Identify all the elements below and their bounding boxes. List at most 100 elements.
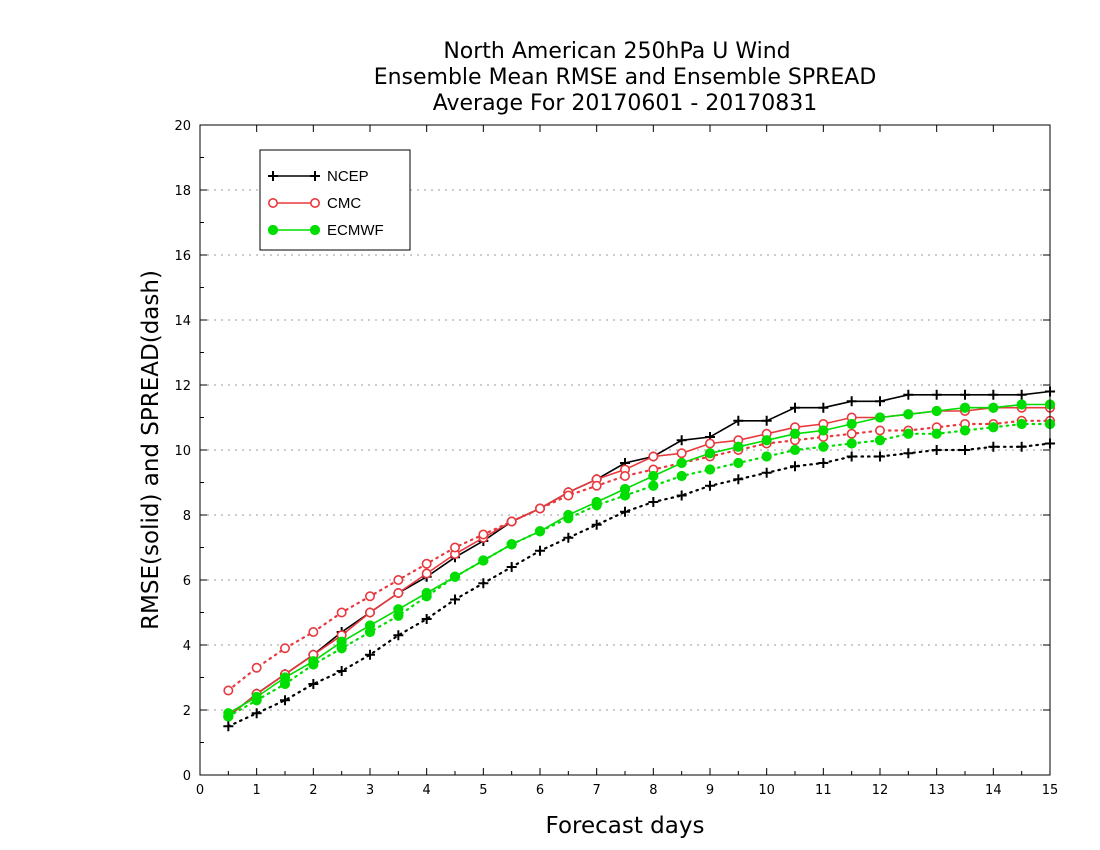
data-point	[761, 435, 772, 446]
data-point	[704, 438, 715, 449]
legend-item-ncep: NCEP	[268, 168, 369, 185]
data-point	[903, 448, 914, 459]
data-point	[988, 422, 999, 433]
data-point	[478, 529, 489, 540]
x-tick-label: 8	[649, 783, 657, 798]
legend-item-ecmwf: ECMWF	[267, 222, 384, 239]
data-point	[959, 425, 971, 436]
data-point	[421, 568, 432, 579]
legend-label: NCEP	[327, 168, 369, 185]
legend-label: ECMWF	[327, 222, 384, 239]
x-tick-label: 9	[706, 783, 714, 798]
legend: NCEP CMC ECMWF	[259, 149, 411, 251]
x-tick-label: 10	[758, 783, 775, 798]
data-point	[393, 610, 404, 621]
data-point	[364, 591, 375, 602]
y-tick-label: 8	[183, 509, 191, 524]
data-point	[393, 574, 404, 585]
data-point	[280, 695, 290, 706]
y-tick-label: 4	[183, 639, 191, 654]
data-point	[676, 490, 687, 501]
data-point	[251, 662, 262, 673]
data-point	[903, 428, 914, 439]
legend-items: NCEP CMC ECMWF	[267, 168, 384, 239]
data-point	[733, 415, 744, 426]
data-point	[761, 451, 772, 462]
x-tick-label: 1	[253, 783, 261, 798]
data-point	[421, 558, 432, 569]
y-tick-label: 12	[174, 379, 191, 394]
data-point	[1016, 389, 1027, 400]
data-point	[619, 490, 631, 501]
y-tick-label: 0	[183, 769, 191, 784]
data-point	[875, 451, 885, 462]
data-point	[903, 389, 914, 400]
series-cmc-spread	[223, 415, 1056, 696]
x-tick-label: 14	[985, 783, 1002, 798]
data-point	[959, 402, 971, 413]
data-point	[960, 445, 970, 455]
x-tick-label: 5	[479, 783, 487, 798]
x-tick-label: 13	[928, 783, 945, 798]
data-point	[988, 402, 999, 413]
data-point	[620, 506, 630, 517]
series-line	[227, 419, 1052, 692]
data-point	[704, 464, 716, 475]
data-point	[676, 457, 687, 469]
data-point	[535, 545, 545, 556]
series-line	[227, 442, 1052, 728]
data-point	[818, 402, 829, 413]
data-point	[903, 409, 914, 420]
data-point	[676, 435, 687, 446]
data-point	[789, 444, 801, 456]
data-point	[931, 445, 942, 455]
data-point	[733, 441, 744, 452]
data-point	[846, 418, 857, 430]
data-point	[648, 470, 659, 482]
data-point	[761, 415, 772, 426]
data-point	[393, 630, 404, 641]
data-point	[846, 438, 857, 449]
x-tick-label: 15	[1042, 783, 1059, 798]
data-point	[478, 555, 489, 566]
data-point	[875, 396, 885, 407]
legend-marker	[309, 198, 320, 209]
data-point	[931, 405, 942, 417]
series-line	[227, 390, 1051, 718]
legend-marker	[309, 224, 321, 236]
series-ncep-spread	[223, 438, 1055, 732]
data-point	[591, 480, 602, 491]
data-point	[931, 428, 942, 439]
data-point	[874, 425, 885, 436]
data-point	[733, 457, 744, 469]
y-tick-label: 18	[174, 184, 191, 199]
data-point	[676, 448, 687, 459]
data-point	[818, 458, 829, 468]
data-point	[506, 562, 517, 572]
data-point	[364, 626, 376, 638]
series-layer	[223, 386, 1056, 732]
data-point	[648, 451, 659, 462]
chart-title-line-1: North American 250hPa U Wind	[443, 39, 790, 64]
data-point	[704, 448, 716, 459]
data-point	[364, 607, 375, 618]
data-point	[308, 626, 319, 637]
data-point	[1016, 418, 1027, 430]
data-point	[818, 425, 829, 436]
data-point	[449, 542, 460, 553]
legend-marker	[267, 224, 279, 236]
data-point	[1016, 441, 1027, 452]
data-point	[279, 678, 291, 690]
data-point	[506, 516, 517, 527]
data-point	[279, 643, 290, 654]
data-point	[790, 402, 800, 413]
x-tick-label: 6	[536, 783, 544, 798]
y-tick-label: 10	[174, 444, 191, 459]
data-point	[223, 685, 234, 696]
data-point	[676, 470, 687, 482]
y-tick-label: 2	[183, 704, 191, 719]
data-point	[251, 695, 262, 706]
data-point	[450, 594, 460, 605]
data-point	[790, 461, 800, 472]
data-point	[733, 474, 744, 485]
